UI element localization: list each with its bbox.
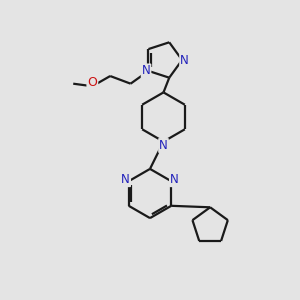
Text: N: N xyxy=(170,173,179,186)
Text: N: N xyxy=(142,64,150,77)
Text: N: N xyxy=(159,139,168,152)
Text: O: O xyxy=(87,76,97,89)
Text: N: N xyxy=(180,53,189,67)
Text: N: N xyxy=(121,173,130,186)
